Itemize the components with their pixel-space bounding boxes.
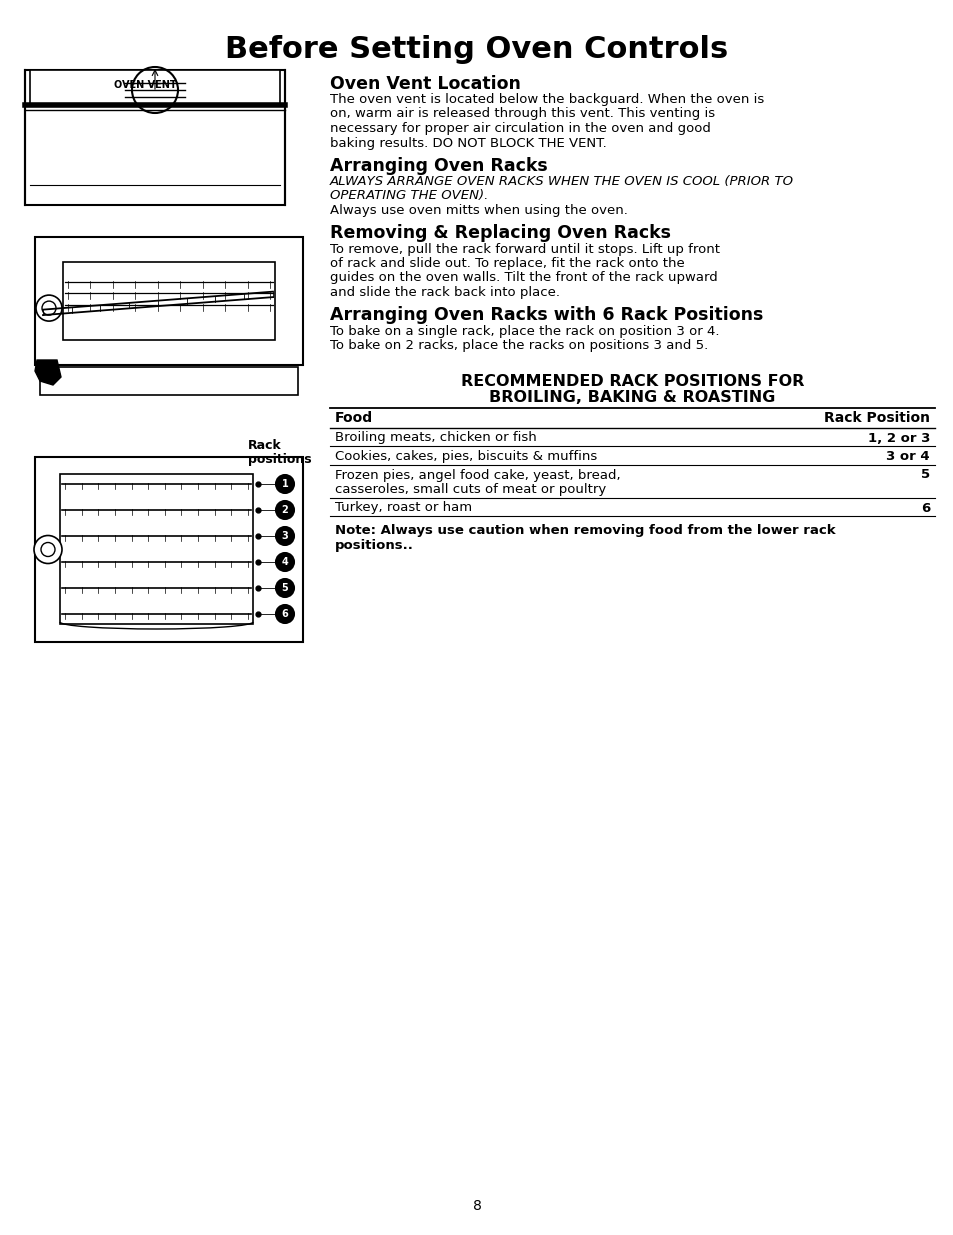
Text: 8: 8: [472, 1199, 481, 1213]
Text: Cookies, cakes, pies, biscuits & muffins: Cookies, cakes, pies, biscuits & muffins: [335, 450, 597, 463]
Circle shape: [275, 501, 294, 519]
Circle shape: [36, 295, 62, 321]
Text: Turkey, roast or ham: Turkey, roast or ham: [335, 501, 472, 515]
Text: 5: 5: [920, 468, 929, 482]
Text: Arranging Oven Racks with 6 Rack Positions: Arranging Oven Racks with 6 Rack Positio…: [330, 306, 762, 325]
Text: Removing & Replacing Oven Racks: Removing & Replacing Oven Racks: [330, 225, 670, 242]
Circle shape: [41, 542, 55, 557]
Text: 3 or 4: 3 or 4: [885, 450, 929, 463]
Bar: [25, 70, 285, 205]
Text: Rack: Rack: [248, 438, 281, 452]
Text: and slide the rack back into place.: and slide the rack back into place.: [330, 287, 559, 299]
Circle shape: [34, 536, 62, 563]
Text: of rack and slide out. To replace, fit the rack onto the: of rack and slide out. To replace, fit t…: [330, 257, 684, 270]
Circle shape: [42, 301, 56, 315]
Text: 6: 6: [281, 609, 288, 619]
Text: Arranging Oven Racks: Arranging Oven Racks: [330, 157, 547, 175]
Text: To remove, pull the rack forward until it stops. Lift up front: To remove, pull the rack forward until i…: [330, 242, 720, 256]
Text: OPERATING THE OVEN).: OPERATING THE OVEN).: [330, 189, 488, 203]
Text: 3: 3: [281, 531, 288, 541]
Text: 5: 5: [281, 583, 288, 593]
Bar: [35, 457, 303, 642]
Circle shape: [275, 553, 294, 571]
Bar: [60, 474, 253, 624]
Text: 6: 6: [920, 501, 929, 515]
Circle shape: [275, 579, 294, 597]
Text: casseroles, small cuts of meat or poultry: casseroles, small cuts of meat or poultr…: [335, 483, 605, 496]
Bar: [35, 237, 303, 366]
Bar: [63, 262, 274, 340]
Bar: [30, 70, 280, 105]
Text: ALWAYS ARRANGE OVEN RACKS WHEN THE OVEN IS COOL (PRIOR TO: ALWAYS ARRANGE OVEN RACKS WHEN THE OVEN …: [330, 175, 793, 188]
Text: Frozen pies, angel food cake, yeast, bread,: Frozen pies, angel food cake, yeast, bre…: [335, 468, 620, 482]
Text: on, warm air is released through this vent. This venting is: on, warm air is released through this ve…: [330, 107, 715, 121]
Text: To bake on 2 racks, place the racks on positions 3 and 5.: To bake on 2 racks, place the racks on p…: [330, 338, 707, 352]
Text: 1, 2 or 3: 1, 2 or 3: [866, 431, 929, 445]
Text: Rack Position: Rack Position: [823, 410, 929, 425]
Polygon shape: [35, 359, 61, 385]
Text: The oven vent is located below the backguard. When the oven is: The oven vent is located below the backg…: [330, 93, 763, 106]
Bar: [40, 367, 297, 395]
Text: Note: Always use caution when removing food from the lower rack: Note: Always use caution when removing f…: [335, 524, 835, 537]
Text: 4: 4: [281, 557, 288, 567]
Text: Broiling meats, chicken or fish: Broiling meats, chicken or fish: [335, 431, 537, 445]
Text: positions..: positions..: [335, 538, 414, 552]
Text: BROILING, BAKING & ROASTING: BROILING, BAKING & ROASTING: [489, 389, 775, 405]
Text: 2: 2: [281, 505, 288, 515]
Text: baking results. DO NOT BLOCK THE VENT.: baking results. DO NOT BLOCK THE VENT.: [330, 137, 606, 149]
Circle shape: [275, 527, 294, 545]
Text: To bake on a single rack, place the rack on position 3 or 4.: To bake on a single rack, place the rack…: [330, 325, 719, 337]
Text: Food: Food: [335, 410, 373, 425]
Text: positions: positions: [248, 453, 312, 466]
Circle shape: [275, 605, 294, 622]
Text: OVEN VENT: OVEN VENT: [113, 80, 176, 90]
Text: 1: 1: [281, 479, 288, 489]
Text: Always use oven mitts when using the oven.: Always use oven mitts when using the ove…: [330, 204, 627, 217]
Circle shape: [275, 475, 294, 493]
Text: necessary for proper air circulation in the oven and good: necessary for proper air circulation in …: [330, 122, 710, 135]
Text: RECOMMENDED RACK POSITIONS FOR: RECOMMENDED RACK POSITIONS FOR: [460, 373, 803, 389]
Text: Oven Vent Location: Oven Vent Location: [330, 75, 520, 93]
Text: guides on the oven walls. Tilt the front of the rack upward: guides on the oven walls. Tilt the front…: [330, 272, 717, 284]
Text: Before Setting Oven Controls: Before Setting Oven Controls: [225, 35, 728, 64]
